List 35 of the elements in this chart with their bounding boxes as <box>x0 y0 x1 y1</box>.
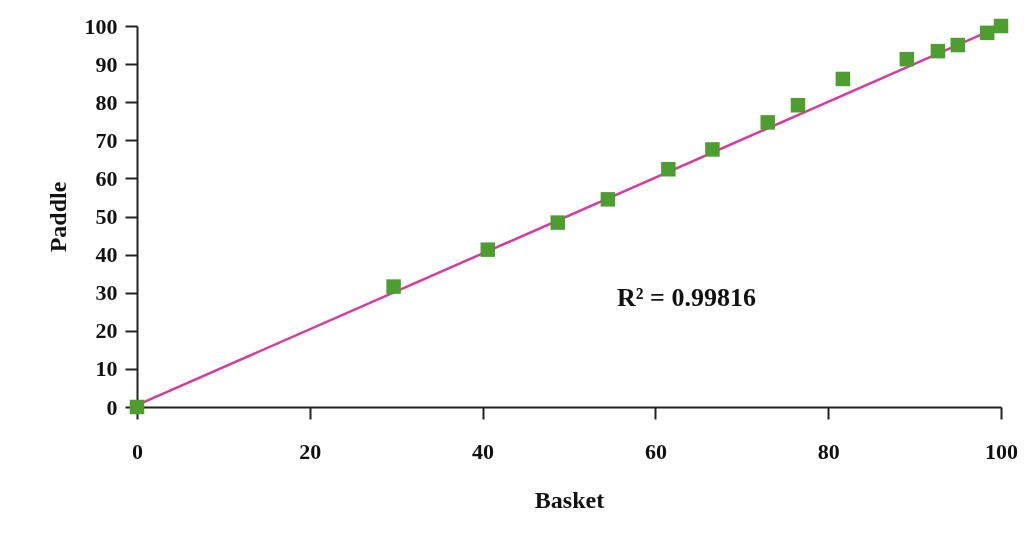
x-tick-label: 60 <box>644 438 667 464</box>
point <box>950 37 966 53</box>
x-tick-label: 80 <box>817 438 840 464</box>
x-tick-label: 0 <box>132 438 143 464</box>
point <box>899 51 915 67</box>
y-tick-label: 20 <box>95 318 118 344</box>
point <box>835 71 851 87</box>
x-tick-label: 40 <box>472 438 495 464</box>
annotation: R² = 0.99816 <box>617 283 756 312</box>
point <box>979 25 995 41</box>
point <box>661 162 676 177</box>
y-tick-label: 80 <box>95 89 118 115</box>
point <box>550 215 566 230</box>
point <box>600 192 616 207</box>
y-tick-label: 10 <box>95 356 118 382</box>
y-axis-title: Paddle <box>44 181 71 253</box>
y-tick-label: 30 <box>95 280 118 306</box>
y-tick-label: 60 <box>95 165 118 191</box>
point <box>993 18 1009 34</box>
point <box>480 242 496 257</box>
y-tick-label: 50 <box>95 204 118 229</box>
y-tick-label: 40 <box>95 242 118 268</box>
y-tick-label: 90 <box>95 51 118 77</box>
x-tick-label: 20 <box>299 438 322 464</box>
x-axis-title: Basket <box>534 486 605 513</box>
x-tick-label: 100 <box>985 438 1018 464</box>
point <box>760 115 775 130</box>
point <box>930 43 946 59</box>
y-tick-label: 70 <box>95 127 118 153</box>
point <box>386 279 401 294</box>
point <box>790 98 806 113</box>
y-tick-label: 0 <box>106 394 118 420</box>
point <box>705 142 720 157</box>
y-tick-label: 100 <box>84 13 118 39</box>
point <box>129 399 145 415</box>
